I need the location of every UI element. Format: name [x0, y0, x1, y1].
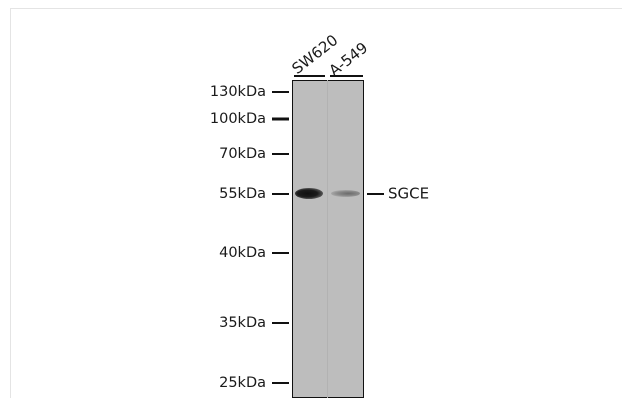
marker-tick-25kda: [272, 382, 289, 384]
marker-tick-35kda: [272, 322, 289, 324]
marker-label-40kda: 40kDa: [219, 244, 266, 261]
marker-tick-70kda: [272, 153, 289, 155]
marker-tick-55kda: [272, 193, 289, 195]
lane-divider: [327, 80, 328, 398]
blot-membrane: [292, 80, 364, 398]
lane-bar-sw620: [294, 75, 325, 77]
marker-label-35kda: 35kDa: [219, 314, 266, 331]
marker-label-100kda: 100kDa: [209, 110, 266, 127]
target-tick: [367, 193, 384, 195]
marker-tick-130kda: [272, 91, 289, 93]
band-a549-sgce: [331, 190, 360, 197]
marker-tick-100kda: [272, 117, 289, 121]
marker-label-55kda: 55kDa: [219, 185, 266, 202]
marker-label-130kda: 130kDa: [209, 83, 266, 100]
marker-label-25kda: 25kDa: [219, 374, 266, 391]
frame-left-rule: [10, 8, 11, 398]
lane-bar-a549: [330, 75, 363, 77]
target-label-sgce: SGCE: [388, 184, 430, 203]
band-sw620-sgce: [295, 188, 323, 199]
frame-top-rule: [10, 8, 622, 9]
marker-label-70kda: 70kDa: [219, 145, 266, 162]
marker-tick-40kda: [272, 252, 289, 254]
